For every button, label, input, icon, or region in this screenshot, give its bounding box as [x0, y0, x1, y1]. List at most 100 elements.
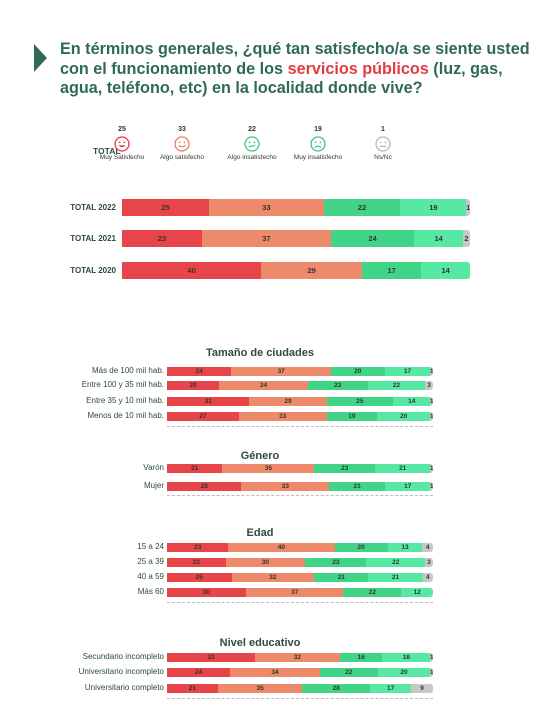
bar-segment: 14 [393, 397, 431, 406]
bar-segment: 9 [411, 684, 433, 693]
row-label: Mujer [143, 481, 164, 490]
bar-segment: 32 [231, 573, 315, 582]
bar-segment: 16 [339, 653, 383, 662]
summary-item: 19 Muy insatisfecho [278, 126, 358, 161]
stacked-bar: 33 32 16 18 1 [167, 653, 433, 662]
stacked-bar: 21 35 23 21 1 [167, 464, 433, 473]
stacked-bar: 21 35 28 17 9 [167, 684, 433, 693]
bar-segment: 1 [430, 412, 433, 421]
bar-segment: 34 [230, 668, 320, 677]
bar-segment: 24 [167, 367, 232, 376]
bar-segment: 22 [343, 588, 402, 597]
bar-segment: 28 [302, 684, 371, 693]
summary-value: 25 [118, 126, 126, 133]
bar-segment: 1 [430, 668, 433, 677]
bar-segment: 29 [249, 397, 327, 406]
summary-item: 25 Muy Satisfecho [82, 126, 162, 161]
bar-segment: 13 [387, 543, 423, 552]
bar-segment: 33 [241, 482, 330, 491]
row-label: Universitario incompleto [78, 667, 164, 676]
stacked-bar: 40 29 17 14 [122, 262, 470, 279]
bar-segment: 14 [421, 262, 470, 279]
bar-segment: 17 [370, 684, 412, 693]
bar-segment: 20 [334, 543, 388, 552]
page-title: En términos generales, ¿qué tan satisfec… [60, 40, 540, 99]
bar-segment: 33 [167, 653, 255, 662]
bar-segment: 37 [231, 367, 331, 376]
bar-segment: 40 [122, 262, 262, 279]
summary-label: Algo satisfecho [159, 154, 205, 161]
bar-segment: 25 [122, 199, 209, 216]
bar-segment: 22 [323, 199, 401, 216]
bar-segment: 23 [307, 381, 368, 390]
bar-segment: 1 [466, 199, 470, 216]
bar-segment: 37 [246, 588, 344, 597]
summary-label: Ns/Nc [374, 154, 392, 161]
neutral-face-icon [244, 136, 260, 152]
stacked-bar: 25 33 22 19 1 [122, 199, 470, 216]
bar-segment: 18 [382, 653, 431, 662]
row-label: 15 a 24 [137, 542, 164, 551]
section-baseline [167, 698, 433, 699]
bar-segment: 27 [167, 412, 239, 421]
bar-segment: 21 [167, 464, 223, 473]
section-baseline [167, 426, 433, 427]
bar-segment: 14 [414, 230, 464, 247]
row-label: 25 a 39 [137, 557, 164, 566]
bar-segment: 21 [375, 464, 431, 473]
bar-segment: 23 [305, 558, 367, 567]
stacked-bar: 25 32 21 21 4 [167, 573, 433, 582]
bar-segment: 12 [401, 588, 433, 597]
sad-face-icon [310, 136, 326, 152]
bar-segment: 21 [368, 573, 423, 582]
chart-section-title: Nivel educativo [219, 637, 301, 649]
chart-section-title: Edad [246, 527, 274, 539]
row-label: Menos de 10 mil hab. [87, 411, 165, 420]
bar-segment: 20 [330, 367, 385, 376]
row-label: TOTAL 2022 [70, 203, 116, 212]
bar-segment: 3 [425, 381, 433, 390]
title-highlight: servicios públicos [287, 59, 429, 78]
summary-value: 1 [381, 126, 385, 133]
stacked-bar: 22 30 23 22 3 [167, 558, 433, 567]
bar-segment: 21 [314, 573, 369, 582]
summary-item: 22 Algo insatisfecho [212, 126, 292, 161]
bar-segment: 30 [167, 588, 246, 597]
bar-segment: 1 [430, 464, 433, 473]
bar-segment: 3 [425, 558, 433, 567]
bar-segment: 20 [167, 381, 220, 390]
bar-segment: 20 [377, 412, 431, 421]
bar-segment: 22 [366, 558, 425, 567]
bar-segment: 1 [430, 653, 433, 662]
bar-segment: 32 [254, 653, 340, 662]
row-label: Más de 100 mil hab. [91, 366, 164, 375]
summary-value: 19 [314, 126, 322, 133]
stacked-bar: 27 33 19 20 1 [167, 412, 433, 421]
row-label: Más 60 [137, 587, 164, 596]
bar-segment: 31 [167, 397, 250, 406]
bar-segment: 25 [167, 573, 232, 582]
bar-segment: 1 [430, 367, 433, 376]
title-arrow-icon [34, 44, 47, 72]
summary-value: 33 [178, 126, 186, 133]
summary-total-label: TOTAL [93, 146, 121, 156]
bar-segment: 20 [377, 668, 431, 677]
bar-segment: 17 [385, 482, 431, 491]
bar-segment: 2 [463, 230, 470, 247]
row-label: Varón [143, 463, 164, 472]
bar-segment: 25 [326, 397, 394, 406]
section-baseline [167, 495, 433, 496]
chart-section-title: Género [240, 450, 280, 462]
row-label: TOTAL 2021 [70, 234, 116, 243]
bar-segment: 23 [167, 543, 229, 552]
bar-segment: 21 [167, 684, 218, 693]
row-label: Entre 100 y 35 mil hab. [81, 380, 164, 389]
stacked-bar: 30 37 22 12 [167, 588, 433, 597]
chart-section-title: Tamaño de ciudades [206, 347, 314, 359]
row-label: TOTAL 2020 [70, 266, 116, 275]
bar-segment: 23 [314, 464, 376, 473]
stacked-bar: 31 29 25 14 1 [167, 397, 433, 406]
bar-segment: 1 [430, 397, 433, 406]
bar-segment: 35 [217, 684, 303, 693]
bar-segment: 23 [122, 230, 203, 247]
